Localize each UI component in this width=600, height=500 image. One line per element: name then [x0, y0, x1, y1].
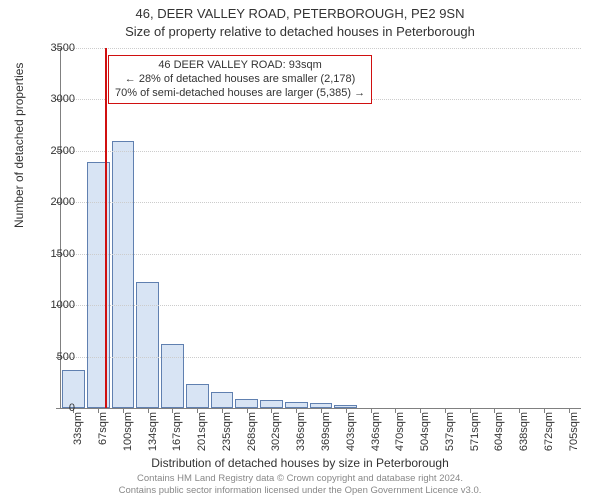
footer-line-2: Contains public sector information licen… [0, 485, 600, 496]
x-tick-label: 100sqm [122, 412, 134, 452]
chart-title-line2: Size of property relative to detached ho… [0, 24, 600, 39]
y-tick-label: 1500 [51, 248, 75, 260]
x-tick-label: 571sqm [469, 412, 481, 452]
x-tick-label: 470sqm [394, 412, 406, 452]
x-tick-label: 504sqm [419, 412, 431, 452]
x-tick-label: 134sqm [147, 412, 159, 452]
x-tick-label: 67sqm [97, 412, 109, 452]
x-tick-label: 369sqm [320, 412, 332, 452]
x-tick-label: 336sqm [295, 412, 307, 452]
gridline [61, 254, 581, 255]
x-axis-label: Distribution of detached houses by size … [0, 456, 600, 470]
x-tick-label: 672sqm [543, 412, 555, 452]
gridline [61, 151, 581, 152]
bar [211, 392, 234, 408]
footer: Contains HM Land Registry data © Crown c… [0, 473, 600, 496]
gridline [61, 305, 581, 306]
x-tick-label: 201sqm [196, 412, 208, 452]
x-tick-label: 167sqm [171, 412, 183, 452]
x-tick-label: 705sqm [568, 412, 580, 452]
x-tick-label: 436sqm [370, 412, 382, 452]
gridline [61, 202, 581, 203]
x-tick-label: 33sqm [72, 412, 84, 452]
bar [161, 344, 184, 408]
x-tick-label: 604sqm [493, 412, 505, 452]
y-tick-label: 1000 [51, 299, 75, 311]
info-line-3: 70% of semi-detached houses are larger (… [115, 87, 365, 101]
bar [260, 400, 283, 408]
bar [235, 399, 258, 408]
y-tick-label: 3000 [51, 93, 75, 105]
y-tick-label: 500 [57, 351, 75, 363]
y-tick-label: 2000 [51, 196, 75, 208]
bar [112, 141, 135, 408]
x-tick-label: 235sqm [221, 412, 233, 452]
y-tick-label: 3500 [51, 42, 75, 54]
chart-title-line1: 46, DEER VALLEY ROAD, PETERBOROUGH, PE2 … [0, 6, 600, 21]
x-tick-label: 537sqm [444, 412, 456, 452]
info-line-1: 46 DEER VALLEY ROAD: 93sqm [115, 59, 365, 73]
footer-line-1: Contains HM Land Registry data © Crown c… [0, 473, 600, 484]
info-line-2: ← 28% of detached houses are smaller (2,… [115, 73, 365, 87]
y-axis-label: Number of detached properties [12, 63, 26, 228]
x-tick-label: 268sqm [246, 412, 258, 452]
gridline [61, 357, 581, 358]
x-tick-label: 638sqm [518, 412, 530, 452]
x-tick-label: 403sqm [345, 412, 357, 452]
x-tick-label: 302sqm [270, 412, 282, 452]
y-tick-mark [56, 408, 61, 409]
gridline [61, 48, 581, 49]
bar [186, 384, 209, 408]
bar [136, 282, 159, 408]
info-box: 46 DEER VALLEY ROAD: 93sqm ← 28% of deta… [108, 55, 372, 104]
y-tick-label: 2500 [51, 145, 75, 157]
